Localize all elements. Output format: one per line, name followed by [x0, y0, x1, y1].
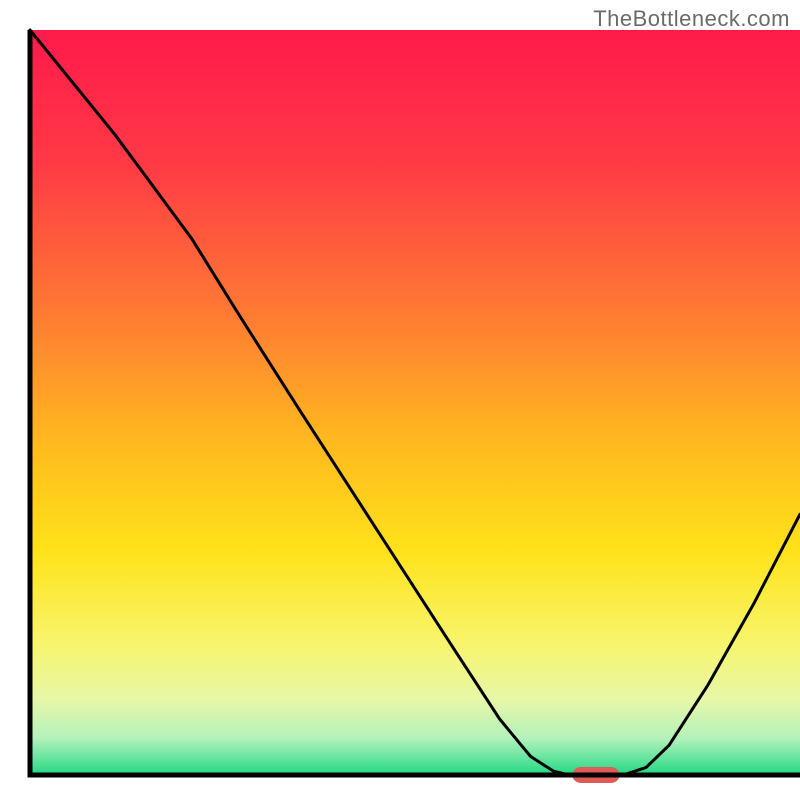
chart-container: TheBottleneck.com — [0, 0, 800, 800]
plot-background — [30, 30, 800, 775]
bottleneck-chart — [0, 0, 800, 800]
watermark-text: TheBottleneck.com — [593, 6, 790, 32]
